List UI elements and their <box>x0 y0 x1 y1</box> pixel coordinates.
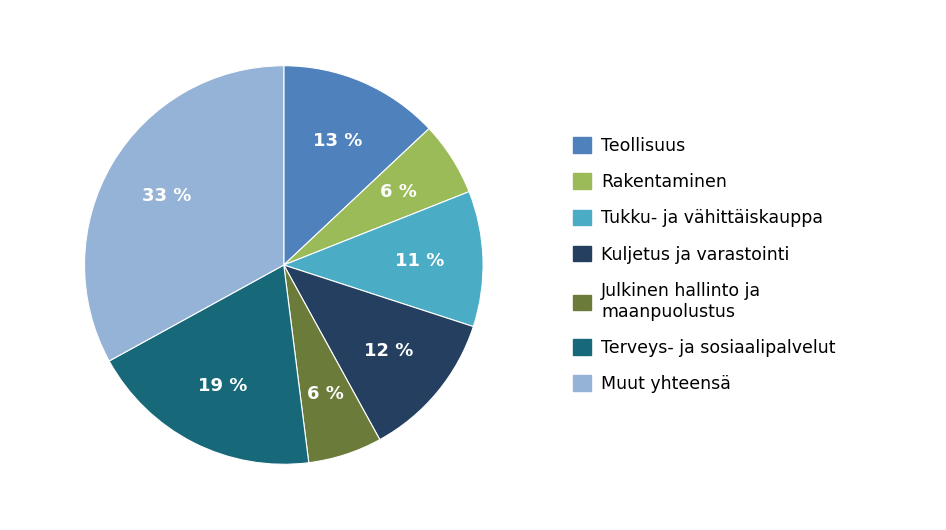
Text: 13 %: 13 % <box>313 131 362 149</box>
Wedge shape <box>84 66 284 361</box>
Text: 6 %: 6 % <box>379 183 416 201</box>
Text: 12 %: 12 % <box>363 342 412 360</box>
Text: 33 %: 33 % <box>143 187 192 205</box>
Text: 6 %: 6 % <box>307 385 344 403</box>
Wedge shape <box>284 66 429 265</box>
Wedge shape <box>284 192 483 326</box>
Wedge shape <box>284 129 469 265</box>
Legend: Teollisuus, Rakentaminen, Tukku- ja vähittäiskauppa, Kuljetus ja varastointi, Ju: Teollisuus, Rakentaminen, Tukku- ja vähi… <box>567 130 843 400</box>
Wedge shape <box>109 265 308 464</box>
Text: 11 %: 11 % <box>394 252 444 270</box>
Text: 19 %: 19 % <box>198 377 247 395</box>
Wedge shape <box>284 265 379 463</box>
Wedge shape <box>284 265 473 439</box>
